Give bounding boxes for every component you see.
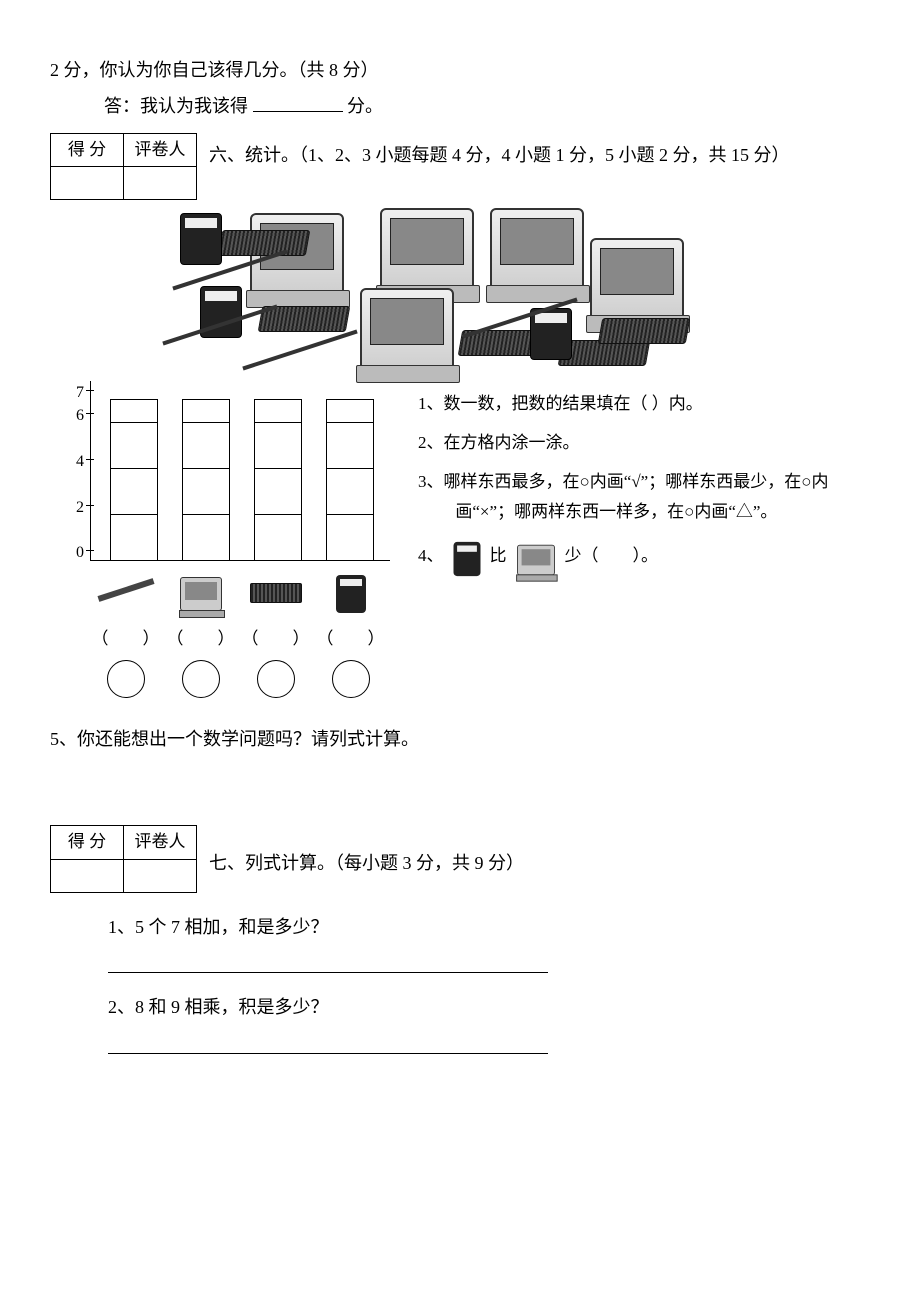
score-cell-7-2[interactable] [124, 859, 197, 892]
score-header-pingjuanren: 评卷人 [124, 133, 197, 167]
score-table-7: 得 分 评卷人 [50, 825, 197, 893]
q7-1-answer-line[interactable] [108, 971, 548, 973]
score-header-defen: 得 分 [51, 826, 124, 860]
circle-4[interactable] [332, 660, 370, 698]
q7-2-answer-line[interactable] [108, 1052, 548, 1054]
items-illustration [160, 208, 690, 373]
score-cell-7-1[interactable] [51, 859, 124, 892]
q7-2: 2、8 和 9 相乘，积是多少？ [108, 991, 870, 1023]
q6-4-mid: 比 [490, 541, 507, 572]
score-header-defen: 得 分 [51, 133, 124, 167]
bar-column[interactable] [110, 399, 158, 561]
y-axis [90, 381, 91, 561]
score-cell-6-2[interactable] [124, 167, 197, 200]
q7-1: 1、5 个 7 相加，和是多少？ [108, 911, 870, 943]
q6-1: 1、数一数，把数的结果填在（ ）内。 [418, 389, 870, 420]
bar-chart: 02467 [60, 381, 390, 571]
circle-row [88, 660, 388, 708]
y-tick-label: 7 [60, 379, 84, 408]
answer-prefix: 答：我认为我该得 [104, 96, 248, 116]
bar-column[interactable] [182, 399, 230, 561]
circle-3[interactable] [257, 660, 295, 698]
answer-blank[interactable] [253, 93, 343, 112]
q6-2: 2、在方格内涂一涂。 [418, 428, 870, 459]
count-blank-3[interactable]: （ ） [238, 624, 313, 655]
y-tick-label: 2 [60, 494, 84, 523]
q6-4-suffix: 少（ ）。 [565, 541, 659, 572]
score-cell-6-1[interactable] [51, 167, 124, 200]
bar-column[interactable] [254, 399, 302, 561]
q6-4-prefix: 4、 [418, 541, 444, 572]
q5-context-line: 2 分，你认为你自己该得几分。（共 8 分） [50, 54, 870, 86]
score-table-6: 得 分 评卷人 [50, 133, 197, 201]
y-tick-label: 4 [60, 448, 84, 477]
bar-column[interactable] [326, 399, 374, 561]
monitor-icon [517, 544, 555, 575]
q6-5: 5、你还能想出一个数学问题吗？请列式计算。 [50, 723, 870, 755]
score-header-pingjuanren: 评卷人 [124, 826, 197, 860]
circle-1[interactable] [107, 660, 145, 698]
calculator-icon [453, 542, 480, 576]
chart-icons-row [88, 571, 388, 623]
count-blank-2[interactable]: （ ） [163, 624, 238, 655]
q6-4: 4、 比 少（ ）。 [418, 536, 870, 578]
y-tick-label: 0 [60, 539, 84, 568]
pencil-icon [97, 579, 154, 603]
circle-2[interactable] [182, 660, 220, 698]
calculator-icon [336, 575, 366, 613]
paren-row: （ ） （ ） （ ） （ ） [88, 624, 388, 655]
count-blank-1[interactable]: （ ） [88, 624, 163, 655]
keyboard-icon [250, 583, 302, 603]
answer-suffix: 分。 [347, 96, 383, 116]
monitor-icon [180, 577, 222, 611]
answer-line: 答：我认为我该得 分。 [50, 90, 870, 122]
count-blank-4[interactable]: （ ） [313, 624, 388, 655]
q6-3: 3、哪样东西最多，在○内画“√”；哪样东西最少，在○内画“×”；哪两样东西一样多… [418, 467, 870, 528]
